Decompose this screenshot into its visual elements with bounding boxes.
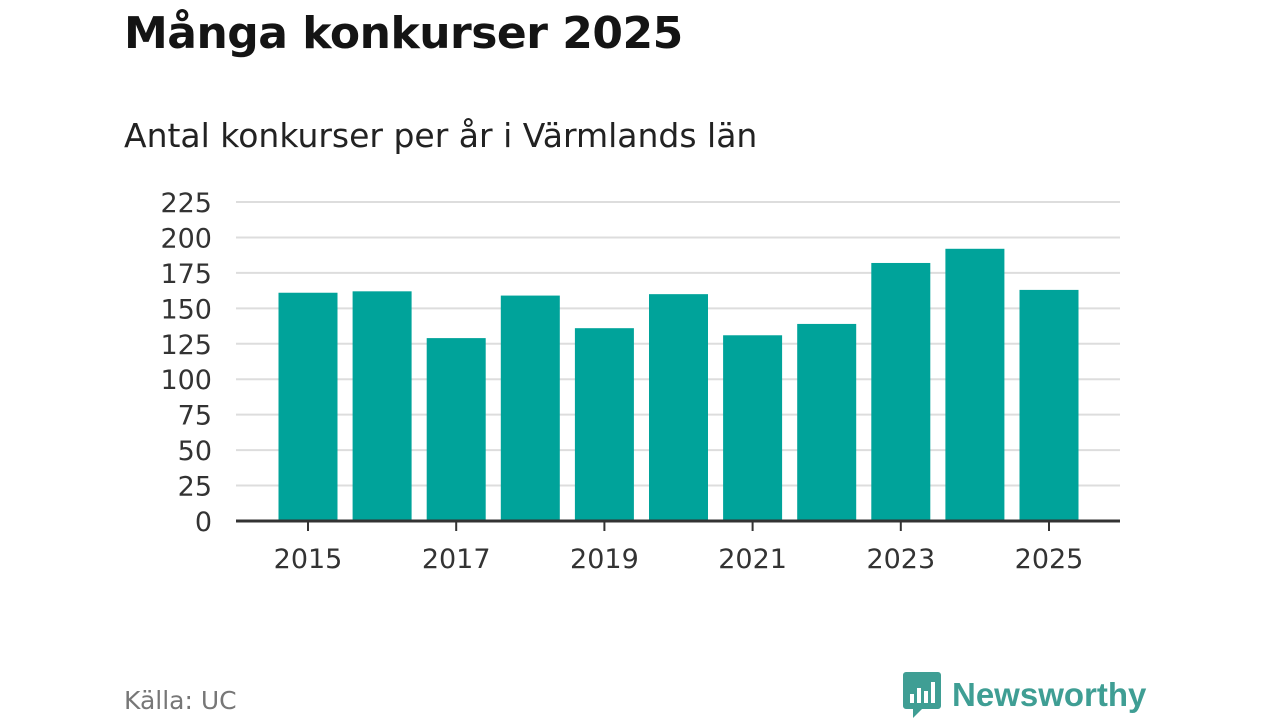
y-tick-label: 25 xyxy=(178,472,212,503)
bar-2025 xyxy=(1019,289,1079,521)
y-tick-label: 75 xyxy=(178,401,212,432)
chart-subtitle: Antal konkurser per år i Värmlands län xyxy=(124,116,758,155)
bar-2019 xyxy=(574,328,634,521)
bar-2021 xyxy=(723,335,783,521)
x-tick-label: 2019 xyxy=(570,544,639,575)
x-tick-label: 2023 xyxy=(866,544,935,575)
y-tick-label: 100 xyxy=(160,365,212,396)
y-tick-label: 225 xyxy=(160,188,212,219)
y-tick-label: 200 xyxy=(160,223,212,254)
x-tick-label: 2025 xyxy=(1015,544,1084,575)
bar-2017 xyxy=(426,338,486,521)
x-axis xyxy=(236,519,1120,531)
bar-2022 xyxy=(797,323,857,521)
brand-logo: Newsworthy xyxy=(902,670,1146,720)
bar-2015 xyxy=(278,292,338,521)
bar-2016 xyxy=(352,291,412,521)
x-tick-label: 2015 xyxy=(274,544,343,575)
brand-name: Newsworthy xyxy=(952,676,1147,713)
bar-2020 xyxy=(649,294,708,521)
x-tick-label: 2017 xyxy=(422,544,491,575)
x-axis-labels: 2015 2017 2019 2021 2023 2025 xyxy=(274,544,1084,575)
bar-2018 xyxy=(500,295,560,521)
bar-chart-bubble-icon xyxy=(903,672,941,718)
y-axis-labels: 0 25 50 75 100 125 150 175 200 225 xyxy=(160,188,212,538)
bars xyxy=(278,248,1079,521)
y-tick-label: 125 xyxy=(160,330,212,361)
bar-2024 xyxy=(945,248,1005,521)
y-tick-label: 150 xyxy=(160,294,212,325)
y-tick-label: 50 xyxy=(178,436,212,467)
y-tick-label: 175 xyxy=(160,259,212,290)
y-tick-label: 0 xyxy=(195,507,212,538)
source-note: Källa: UC xyxy=(124,686,237,715)
bar-2023 xyxy=(871,262,931,521)
x-tick-label: 2021 xyxy=(718,544,787,575)
chart-title: Många konkurser 2025 xyxy=(124,8,683,59)
